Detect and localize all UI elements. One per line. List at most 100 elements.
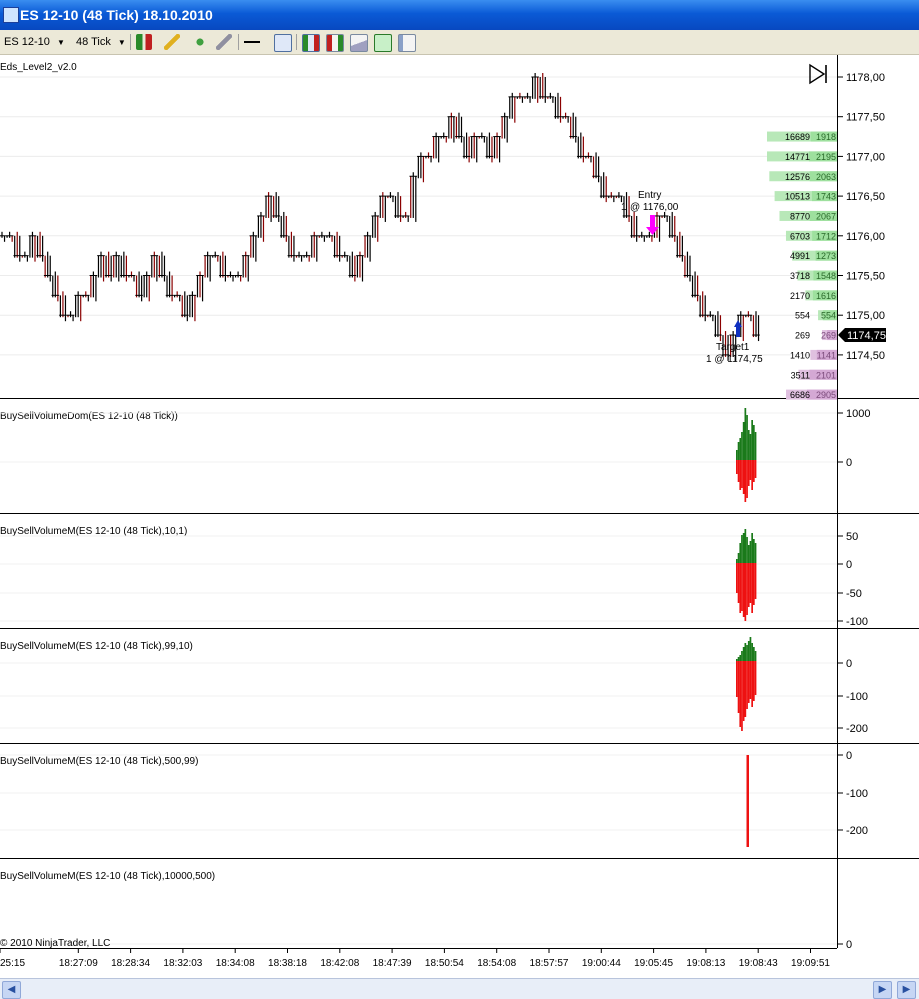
bar-type-icon[interactable] [136, 34, 152, 50]
buy-volume-bar [737, 442, 740, 460]
entry-qty: 1 [621, 202, 627, 213]
buy-volume-bar [736, 450, 738, 460]
price-bars [0, 73, 760, 361]
strategy-icon[interactable] [350, 34, 368, 52]
pointer-icon[interactable] [244, 34, 260, 50]
time-tick-label: 18:27:09 [59, 958, 98, 969]
chart-canvas[interactable]: Eds_Level2_v2.0 1178,001177,501177,00117… [0, 55, 919, 978]
dom-ask-bar [827, 330, 837, 341]
dom-ask-bar [812, 290, 837, 301]
sell-volume-bar [747, 563, 750, 607]
dom-ask-bar [808, 151, 837, 162]
chart-style-icon[interactable] [302, 34, 320, 52]
time-tick-label: 18:57:57 [530, 958, 569, 969]
dom-ask-volume: 1273 [816, 251, 836, 261]
dom-bid-volume: 1410 [790, 350, 810, 360]
scroll-left-arrow-icon[interactable]: ◀ [2, 981, 21, 999]
buy-volume-bar [744, 529, 747, 563]
dom-ask-volume: 1548 [816, 271, 836, 281]
sell-volume-bar [749, 563, 752, 603]
sell-volume-bar [746, 755, 749, 847]
buy-volume-bar [741, 651, 743, 661]
time-tick-label: 18:50:54 [425, 958, 464, 969]
dom-bid-volume: 6686 [790, 390, 810, 400]
dom-bid-bar [785, 230, 837, 241]
dom-bid-volume: 10513 [785, 192, 810, 202]
draw-pencil-icon[interactable] [164, 34, 180, 50]
sell-volume-bar [741, 563, 743, 611]
price-axis: 1178,00 1177,50 1177,00 1176,50 1176,00 1175,… [837, 72, 885, 362]
buy-volume-bar [736, 559, 738, 563]
dom-ask-volume: 1712 [816, 231, 836, 241]
time-tick-label: 19:08:13 [686, 958, 725, 969]
buy-volume-bar [753, 539, 755, 563]
axis-tick-label: -200 [846, 825, 868, 837]
buy-volume-bar [746, 537, 748, 563]
instrument-label: ES 12-10 [4, 36, 50, 48]
indicators-icon[interactable] [326, 34, 344, 52]
sell-volume-bar [754, 563, 757, 599]
price-tick-label: 1175,00 [846, 310, 885, 322]
dom-bid-bar [767, 131, 837, 142]
indicator-panel-label: BuySellVolumeM(ES 12-10 (48 Tick),500,99… [0, 756, 198, 767]
axis-tick-label: 0 [846, 559, 852, 571]
buy-volume-bar [737, 553, 740, 563]
time-tick-label: 19:05:45 [634, 958, 673, 969]
chevron-down-icon: ▼ [117, 38, 126, 47]
time-axis: 25:15 18:27:09 18:28:34 18:32:03 18:34:08 18:… [0, 948, 830, 969]
sell-volume-bar [751, 661, 753, 707]
panel-frames [0, 55, 919, 949]
scroll-right-arrow-thumb[interactable]: ▶ [873, 981, 892, 999]
sell-volume-bar [742, 563, 745, 617]
sell-volume-bar [741, 460, 743, 488]
dom-ask-volume: 2101 [816, 370, 836, 380]
dom-bid-bar [769, 171, 837, 182]
indicator-panel-label: BuySellVolumeDom(ES 12-10 (48 Tick)) [0, 411, 178, 422]
dom-ask-bar [822, 310, 837, 321]
go-to-end-button[interactable] [809, 63, 827, 85]
sell-volume-bar [742, 661, 745, 721]
time-tick-label: 18:54:08 [477, 958, 516, 969]
axis-tick-label: -100 [846, 788, 868, 800]
time-tick-label: 25:15 [0, 958, 25, 969]
crosshair-tool-icon[interactable] [192, 34, 208, 50]
dom-ask-bar [816, 349, 837, 360]
sell-volume-bar [754, 460, 757, 478]
entry-detail: @ 1176,00 [630, 202, 679, 213]
buy-volume-bar [736, 659, 738, 661]
chart-area[interactable]: Eds_Level2_v2.0 1178,00 1177,50 1177,00 117… [0, 55, 919, 998]
price-tick-label: 1175,50 [846, 271, 885, 283]
entry-label: Entry [638, 190, 661, 201]
buy-volume-bar [751, 643, 753, 661]
dom-ask-volume: 2063 [816, 172, 836, 182]
horizontal-scrollbar[interactable]: ◀ ▶ ▶ [0, 978, 919, 999]
dom-ask-bar [810, 131, 837, 142]
dom-bid-volume: 269 [795, 331, 810, 341]
sell-volume-bar [746, 460, 748, 498]
toolbar-divider [238, 34, 239, 50]
dom-bid-volume: 12576 [785, 172, 810, 182]
scroll-right-arrow-icon[interactable]: ▶ [897, 981, 916, 999]
buy-volume-bar [744, 408, 747, 460]
buy-volume-bar [753, 647, 755, 661]
time-tick-label: 19:09:51 [791, 958, 830, 969]
dom-ask-bar [809, 210, 837, 221]
axis-tick-label: -100 [846, 691, 868, 703]
time-tick-label: 18:34:08 [216, 958, 255, 969]
zoom-icon[interactable] [274, 34, 292, 52]
buy-volume-bar [749, 434, 752, 460]
sell-volume-bar [736, 563, 738, 593]
buy-volume-bar [751, 533, 753, 563]
period-selector[interactable]: 48 Tick ▼ [76, 33, 126, 51]
order-icon[interactable] [374, 34, 392, 52]
buy-volume-bar [749, 637, 752, 661]
window-title: ES 12-10 (48 Tick) 18.10.2010 [20, 7, 213, 23]
dom-ask-volume: 1616 [816, 291, 836, 301]
period-label: 48 Tick [76, 36, 111, 48]
properties-icon[interactable] [398, 34, 416, 52]
sell-volume-bar [753, 661, 755, 701]
dom-ask-volume: 1743 [816, 192, 836, 202]
eraser-icon[interactable] [216, 34, 232, 50]
price-tick-label: 1176,50 [846, 191, 885, 203]
instrument-selector[interactable]: ES 12-10 ▼ [4, 33, 65, 51]
